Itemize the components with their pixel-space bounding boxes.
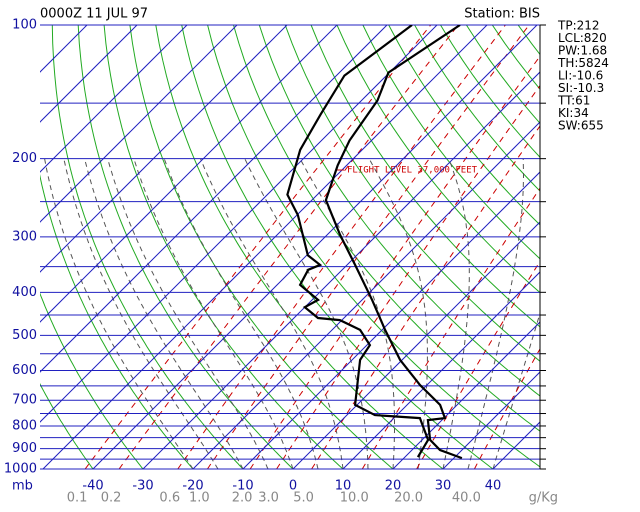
isotherm — [192, 121, 540, 469]
isotherm — [40, 25, 138, 123]
info-line: LI:-10.6 — [558, 69, 603, 83]
moist-adiabat — [44, 158, 194, 469]
info-line: LCL:820 — [558, 31, 607, 45]
y-tick-label: 700 — [12, 393, 37, 408]
temperature-line — [324, 25, 463, 460]
moist-adiabat — [84, 158, 244, 469]
mixing-ratio-tick-label: 5.0 — [293, 491, 314, 506]
info-line: SW:655 — [558, 119, 604, 133]
isotherm — [92, 25, 538, 469]
mixing-ratio-tick-label: 0.6 — [159, 491, 180, 506]
station: Station: BIS — [464, 7, 540, 22]
y-tick-label: 1000 — [4, 462, 37, 477]
info-line: TP:212 — [557, 19, 600, 33]
mixing-ratio-tick-label: 0.1 — [67, 491, 88, 506]
dewpoint-line — [286, 25, 430, 458]
info-line: TT:61 — [557, 94, 590, 108]
dry-adiabat — [207, 25, 540, 468]
isotherm — [40, 25, 238, 223]
moist-adiabat — [133, 158, 294, 469]
chart-title: 0000Z 11 JUL 97 — [40, 7, 148, 22]
mixing-ratio-tick-label: 3.0 — [258, 491, 279, 506]
info-line: TH:5824 — [557, 56, 609, 70]
isotherm — [40, 25, 188, 173]
y-tick-label: 900 — [12, 441, 37, 456]
dry-adiabat — [181, 25, 494, 469]
moist-adiabat — [63, 158, 219, 469]
isotherm — [292, 221, 540, 469]
x-tick-label: -40 — [82, 479, 103, 494]
mixing-ratio-tick-label: 20.0 — [394, 491, 423, 506]
y-tick-label: 100 — [12, 18, 37, 33]
moist-adiabat — [107, 158, 269, 469]
x-tick-label: 0 — [289, 479, 297, 494]
x-tick-label: 20 — [385, 479, 402, 494]
isotherm — [392, 321, 540, 469]
info-line: KI:34 — [558, 106, 589, 120]
y-tick-label: 600 — [12, 363, 37, 378]
y-tick-label: 800 — [12, 418, 37, 433]
x-tick-label: -30 — [132, 479, 153, 494]
mixing-ratio-tick-label: 0.2 — [101, 491, 122, 506]
mixing-ratio-line — [84, 25, 432, 469]
moist-adiabat — [200, 158, 344, 469]
x-tick-label: 10 — [335, 479, 352, 494]
mixing-ratio-tick-label: 2.0 — [232, 491, 253, 506]
isotherm — [40, 25, 388, 373]
y-tick-label: 200 — [12, 151, 37, 166]
isotherm — [40, 25, 438, 423]
mixing-ratio-label: g/Kg — [529, 491, 558, 506]
info-line: SI:-10.3 — [558, 81, 604, 95]
mixing-ratio-tick-label: 40.0 — [452, 491, 481, 506]
isotherm — [142, 71, 540, 469]
x-tick-label: 40 — [485, 479, 502, 494]
mixing-ratio-line — [276, 84, 540, 469]
y-axis-label: mb — [12, 479, 33, 494]
x-tick-label: 30 — [435, 479, 452, 494]
mixing-ratio-line — [416, 260, 540, 469]
dry-adiabat — [233, 25, 540, 432]
moist-adiabat — [163, 158, 319, 469]
info-line: PW:1.68 — [558, 44, 607, 58]
annotation: FLIGHT LEVEL 37,000 FEET — [347, 166, 478, 176]
isotherm — [442, 371, 540, 469]
y-tick-label: 300 — [12, 229, 37, 244]
isotherm — [42, 25, 488, 469]
mixing-ratio-tick-label: 10.0 — [340, 491, 369, 506]
mixing-ratio-tick-label: 1.0 — [189, 491, 210, 506]
x-tick-label: -10 — [232, 479, 253, 494]
x-tick-label: -20 — [182, 479, 203, 494]
background-lines — [40, 25, 540, 469]
isotherm — [40, 25, 288, 273]
y-tick-label: 400 — [12, 285, 37, 300]
isotherm — [40, 25, 338, 323]
dry-adiabat — [465, 25, 540, 125]
moist-adiabat — [467, 158, 524, 469]
y-tick-label: 500 — [12, 328, 37, 343]
isotherm — [342, 271, 540, 469]
isotherm — [242, 171, 540, 469]
